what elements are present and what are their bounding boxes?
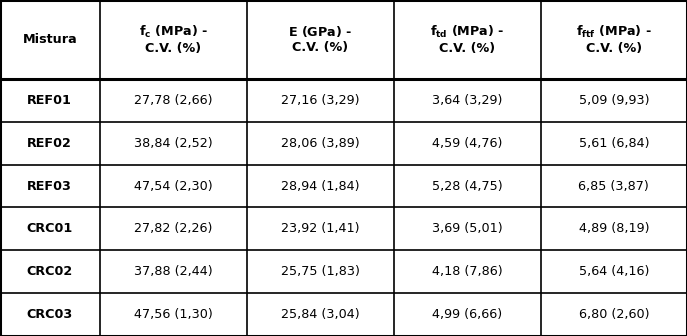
Text: 37,88 (2,44): 37,88 (2,44) <box>134 265 212 278</box>
Text: CRC01: CRC01 <box>27 222 73 236</box>
Text: 3,64 (3,29): 3,64 (3,29) <box>432 94 502 107</box>
Text: 6,80 (2,60): 6,80 (2,60) <box>578 308 649 321</box>
Text: 4,89 (8,19): 4,89 (8,19) <box>578 222 649 236</box>
Text: 3,69 (5,01): 3,69 (5,01) <box>432 222 502 236</box>
Text: CRC03: CRC03 <box>27 308 73 321</box>
Text: 5,64 (4,16): 5,64 (4,16) <box>578 265 649 278</box>
Text: $\mathbf{E}$ (GPa) -
C.V. (%): $\mathbf{E}$ (GPa) - C.V. (%) <box>288 25 352 54</box>
Text: 25,75 (1,83): 25,75 (1,83) <box>281 265 359 278</box>
Text: 5,28 (4,75): 5,28 (4,75) <box>432 179 502 193</box>
Text: 23,92 (1,41): 23,92 (1,41) <box>281 222 359 236</box>
Text: REF01: REF01 <box>27 94 72 107</box>
Text: CRC02: CRC02 <box>27 265 73 278</box>
Text: 4,99 (6,66): 4,99 (6,66) <box>432 308 502 321</box>
Text: 28,94 (1,84): 28,94 (1,84) <box>281 179 359 193</box>
Text: 38,84 (2,52): 38,84 (2,52) <box>134 137 212 150</box>
Text: 5,61 (6,84): 5,61 (6,84) <box>578 137 649 150</box>
Text: 25,84 (3,04): 25,84 (3,04) <box>281 308 359 321</box>
Text: $\mathbf{f_{td}}$ (MPa) -
C.V. (%): $\mathbf{f_{td}}$ (MPa) - C.V. (%) <box>430 24 504 55</box>
Text: 4,18 (7,86): 4,18 (7,86) <box>432 265 502 278</box>
Text: 27,78 (2,66): 27,78 (2,66) <box>134 94 212 107</box>
Text: Mistura: Mistura <box>23 33 77 46</box>
Text: 5,09 (9,93): 5,09 (9,93) <box>578 94 649 107</box>
Text: $\mathbf{f_c}$ (MPa) -
C.V. (%): $\mathbf{f_c}$ (MPa) - C.V. (%) <box>139 24 207 55</box>
Text: 28,06 (3,89): 28,06 (3,89) <box>281 137 359 150</box>
Text: 27,16 (3,29): 27,16 (3,29) <box>281 94 359 107</box>
Text: REF03: REF03 <box>27 179 72 193</box>
Text: $\mathbf{f_{ftf}}$ (MPa) -
C.V. (%): $\mathbf{f_{ftf}}$ (MPa) - C.V. (%) <box>576 24 652 55</box>
Text: 4,59 (4,76): 4,59 (4,76) <box>432 137 502 150</box>
Text: REF02: REF02 <box>27 137 72 150</box>
Text: 6,85 (3,87): 6,85 (3,87) <box>578 179 649 193</box>
Text: 47,56 (1,30): 47,56 (1,30) <box>134 308 212 321</box>
Text: 27,82 (2,26): 27,82 (2,26) <box>134 222 212 236</box>
Text: 47,54 (2,30): 47,54 (2,30) <box>134 179 212 193</box>
